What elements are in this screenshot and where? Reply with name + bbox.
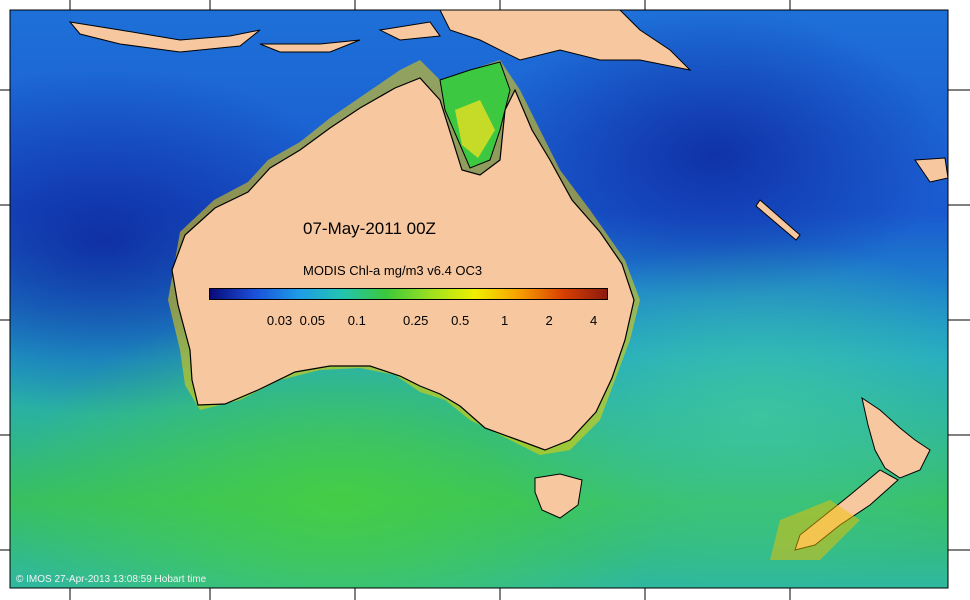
colorbar-tick-label: 2 [545,313,553,328]
date-label: 07-May-2011 00Z [303,219,436,238]
colorbar-tick-label: 4 [590,313,598,328]
colorbar-tick-label: 0.05 [299,313,325,328]
new-guinea-land [439,9,692,71]
indonesia-land [68,21,261,53]
nz-north-island [861,396,931,479]
map-frame [9,9,949,589]
colorbar [209,288,608,300]
colorbar-tick-label: 0.1 [347,313,366,328]
legend-title: MODIS Chl-a mg/m3 v6.4 OC3 [303,263,483,278]
colorbar-tick-label: 0.03 [266,313,293,328]
credit-text: © IMOS 27-Apr-2013 13:08:59 Hobart time [16,574,207,585]
australia-land [171,77,635,451]
tasmania-land [534,473,583,519]
colorbar-tick-label: 0.5 [451,313,470,328]
colorbar-tick-label: 0.25 [403,313,429,328]
colorbar-tick-label: 1 [501,313,509,328]
